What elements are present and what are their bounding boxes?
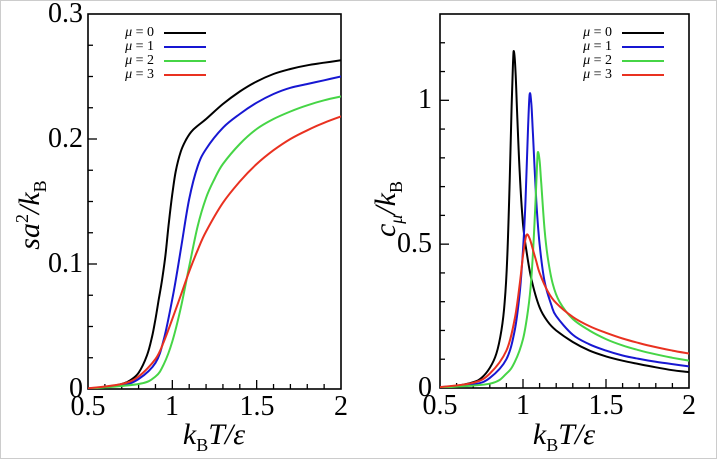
y-tick-label: 0.2 — [48, 123, 83, 154]
x-tick-label: 0.5 — [422, 390, 458, 421]
y-tick-label: 0 — [69, 373, 83, 404]
legend-line-swatch — [164, 60, 206, 62]
legend-entry-mu-0: μ = 0 — [108, 26, 206, 40]
legend-line-swatch — [622, 46, 664, 48]
x-tick-label: 1 — [165, 391, 179, 422]
curve-mu-3 — [88, 115, 341, 389]
axis-label-text: /k — [369, 193, 402, 215]
legend-entry-mu-3: μ = 3 — [566, 68, 664, 82]
x-tick-label: 2 — [334, 391, 348, 422]
y-tick-label: 1 — [418, 84, 432, 115]
legend-entry-label: μ = 0 — [125, 25, 154, 40]
axis-label-subscript: B — [30, 180, 50, 193]
legend-entry-mu-1: μ = 1 — [566, 40, 664, 54]
axis-label-subscript: B — [546, 435, 559, 455]
curve-mu-2 — [88, 95, 341, 389]
legend-entry-label: μ = 3 — [125, 67, 154, 82]
axis-label-subscript: B — [386, 180, 406, 193]
curve-mu-1 — [440, 92, 689, 388]
legend-line-swatch — [622, 74, 664, 76]
entropy-x-axis-label: kBT/ε — [129, 416, 299, 455]
axis-label-subscript: B — [196, 435, 209, 455]
legend-line-swatch — [622, 32, 664, 34]
axis-label-text: T/ε — [558, 418, 596, 451]
axis-label-subscript: μ — [386, 214, 406, 224]
legend-line-swatch — [164, 74, 206, 76]
legend-entry-mu-3: μ = 3 — [108, 68, 206, 82]
axis-label-text: k — [532, 418, 547, 451]
y-tick-label: 0.1 — [48, 248, 83, 279]
legend-entry-mu-2: μ = 2 — [108, 54, 206, 68]
legend-entry-label: μ = 3 — [583, 67, 612, 82]
axis-label-text: sa — [13, 223, 46, 250]
legend-line-swatch — [622, 60, 664, 62]
axis-label-text: k — [182, 418, 197, 451]
legend-entry-label: μ = 2 — [125, 53, 154, 68]
legend-entry-label: μ = 0 — [583, 25, 612, 40]
legend-entry-mu-2: μ = 2 — [566, 54, 664, 68]
curve-mu-2 — [440, 151, 689, 388]
legend-line-swatch — [164, 32, 206, 34]
legend-entry-label: μ = 2 — [583, 53, 612, 68]
x-tick-label: 1.5 — [239, 391, 275, 422]
axis-label-superscript: 2 — [12, 214, 32, 223]
curve-mu-1 — [88, 75, 341, 389]
legend-entry-label: μ = 1 — [583, 39, 612, 54]
curve-mu-3 — [440, 233, 689, 388]
x-tick-label: 1 — [516, 390, 530, 421]
legend-entry-mu-1: μ = 1 — [108, 40, 206, 54]
legend-line-swatch — [164, 46, 206, 48]
curve-mu-0 — [440, 50, 689, 388]
y-tick-label: 0 — [418, 372, 432, 403]
x-tick-label: 1.5 — [588, 390, 624, 421]
legend-entry-label: μ = 1 — [125, 39, 154, 54]
curve-mu-0 — [88, 59, 341, 389]
axis-label-text: /k — [13, 192, 46, 214]
heat-capacity-y-axis-label: cμ/kB — [367, 124, 406, 294]
heat-capacity-x-axis-label: kBT/ε — [479, 416, 649, 455]
plot-box — [439, 13, 690, 389]
y-tick-label: 0.5 — [397, 228, 432, 259]
x-tick-label: 0.5 — [70, 391, 106, 422]
y-tick-label: 0.3 — [48, 0, 83, 29]
legend-entry-mu-0: μ = 0 — [566, 26, 664, 40]
x-tick-label: 2 — [682, 390, 696, 421]
axis-label-text: T/ε — [208, 418, 246, 451]
